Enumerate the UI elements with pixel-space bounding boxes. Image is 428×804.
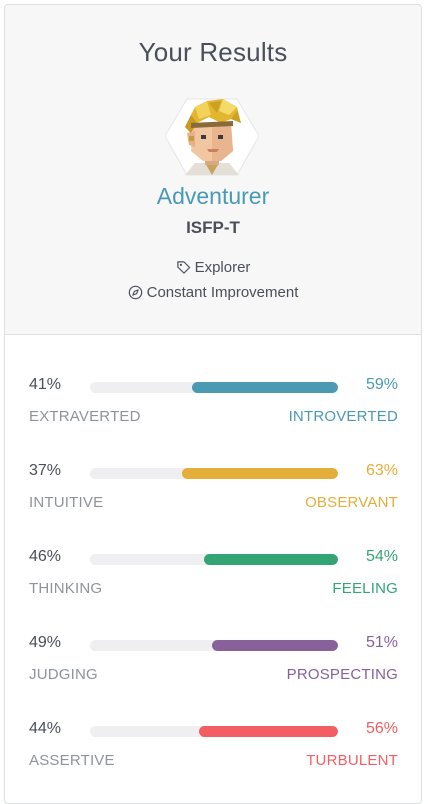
personality-type-name[interactable]: Adventurer — [156, 183, 270, 209]
trait-right-percent: 56% — [365, 720, 398, 737]
trait-left-percent: 44% — [29, 720, 62, 737]
compass-icon — [128, 285, 142, 300]
personality-type-code: ISFP-T — [186, 218, 240, 237]
trait-right-percent: 59% — [365, 376, 398, 393]
trait-bar-fill — [211, 640, 338, 651]
trait-bar — [90, 382, 338, 393]
trait-left-label: THINKING — [29, 580, 103, 597]
trait-row-nature[interactable]: 46% 54% THINKING FEELING — [5, 548, 421, 608]
trait-left-percent: 41% — [29, 376, 62, 393]
trait-row-energy[interactable]: 37% 63% INTUITIVE OBSERVANT — [5, 462, 421, 522]
trait-row-mind[interactable]: 41% 59% EXTRAVERTED INTROVERTED — [5, 376, 421, 436]
trait-right-label: TURBULENT — [306, 752, 398, 769]
trait-left-percent: 46% — [29, 548, 62, 565]
role-label: Explorer — [194, 259, 251, 276]
trait-left-label: INTUITIVE — [29, 494, 104, 511]
trait-bar — [90, 468, 338, 479]
trait-row-identity[interactable]: 44% 56% ASSERTIVE TURBULENT — [5, 720, 421, 780]
trait-left-label: EXTRAVERTED — [29, 408, 141, 425]
trait-bar — [90, 554, 338, 565]
trait-right-percent: 51% — [365, 634, 398, 651]
trait-right-label: PROSPECTING — [286, 666, 398, 683]
trait-right-label: OBSERVANT — [305, 494, 398, 511]
trait-bar — [90, 726, 338, 737]
trait-row-tactics[interactable]: 49% 51% JUDGING PROSPECTING — [5, 634, 421, 694]
results-header: Your Results — [5, 5, 421, 335]
trait-right-label: INTROVERTED — [288, 408, 398, 425]
trait-right-label: FEELING — [332, 580, 398, 597]
strategy-label: Constant Improvement — [146, 284, 299, 301]
page-title: Your Results — [138, 37, 288, 67]
trait-bar — [90, 640, 338, 651]
trait-right-percent: 63% — [365, 462, 398, 479]
trait-right-percent: 54% — [365, 548, 398, 565]
trait-bar-fill — [204, 554, 338, 565]
trait-bar-fill — [191, 382, 338, 393]
trait-left-label: ASSERTIVE — [29, 752, 115, 769]
trait-left-percent: 49% — [29, 634, 62, 651]
adventurer-avatar — [165, 98, 259, 176]
trait-bar-fill — [199, 726, 338, 737]
role-row: Explorer — [5, 259, 421, 276]
results-card: Your Results — [4, 4, 422, 804]
tag-icon — [176, 261, 190, 274]
trait-bar-fill — [181, 468, 338, 479]
trait-left-percent: 37% — [29, 462, 62, 479]
strategy-row: Constant Improvement — [5, 284, 421, 301]
trait-left-label: JUDGING — [29, 666, 98, 683]
